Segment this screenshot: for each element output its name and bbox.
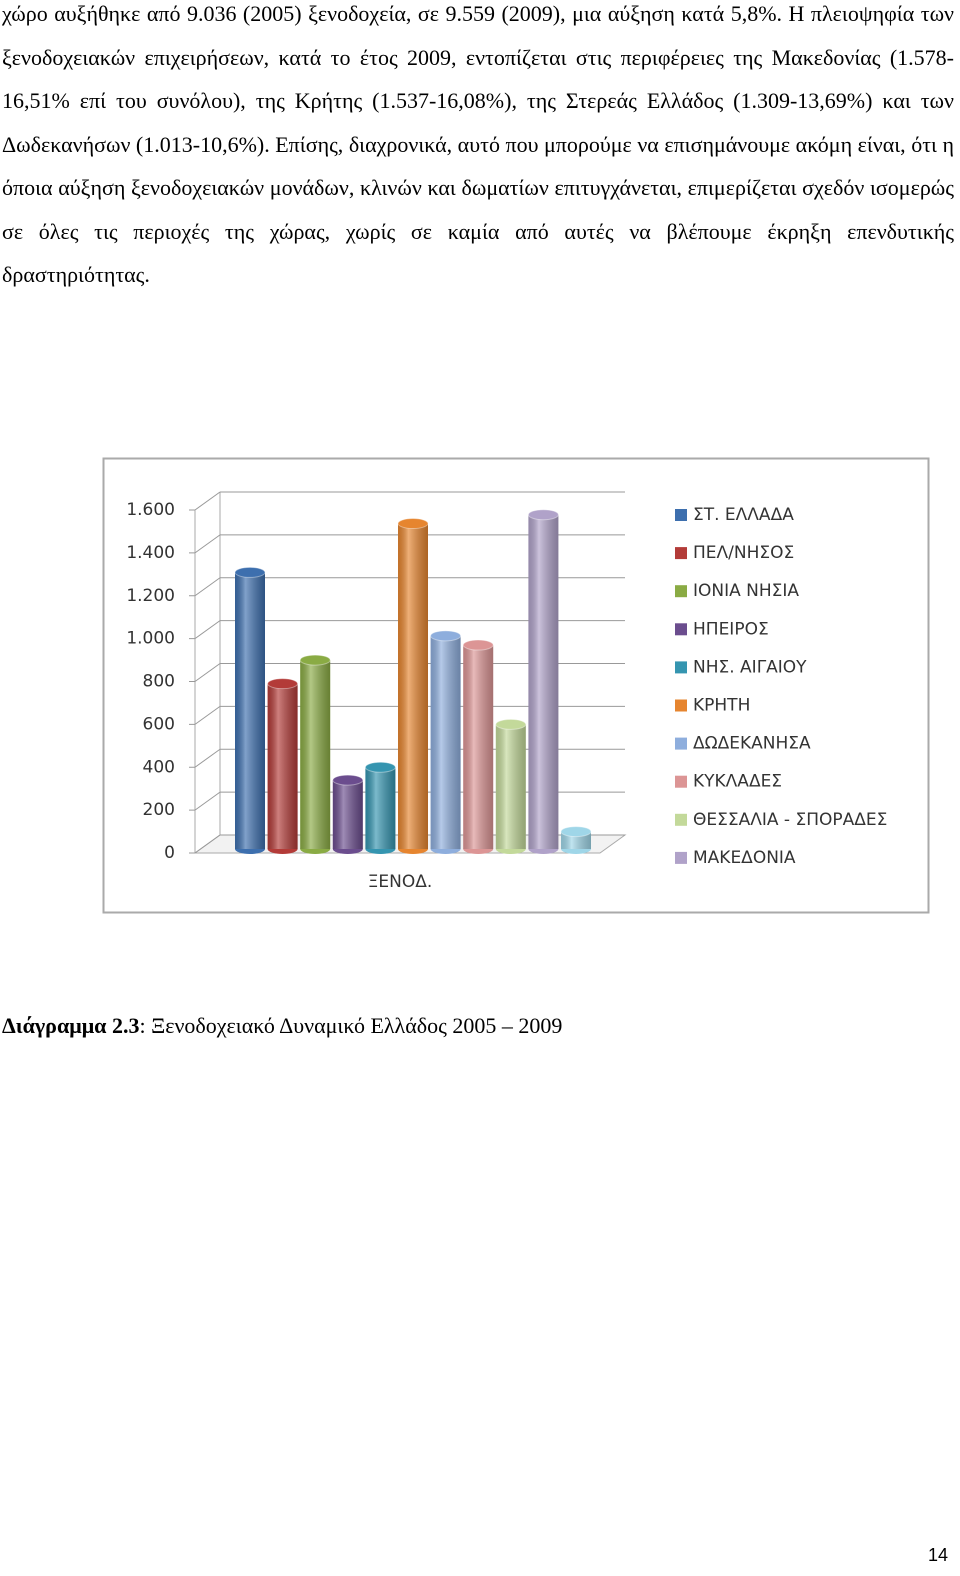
bar-top [364,761,396,773]
legend-swatch [675,699,687,712]
legend-label: ΗΠΕΙΡΟΣ [693,619,769,639]
legend-swatch [675,737,687,750]
bar-top [332,774,364,786]
grid-diagonal [194,491,221,511]
bar-shade [365,767,396,849]
legend-label: ΣΤ. ΕΛΛΑΔΑ [693,505,794,525]
bar-shade [430,635,461,849]
grid-diagonal [194,834,221,854]
legend-label: ΔΩΔΕΚΑΝΗΣΑ [693,734,811,754]
bar-top [495,718,527,730]
bar-top [527,509,559,521]
grid-diagonal [194,705,221,725]
bar-shade [398,523,428,849]
bar-top [234,566,266,578]
bar-top [560,826,592,838]
bar-top [430,630,462,642]
grid-diagonal [194,534,221,554]
y-tick-label: 800 [143,672,175,692]
bar-shade [463,645,494,849]
bar-top [397,518,429,530]
legend-swatch [675,775,687,788]
legend-swatch [675,661,687,674]
legend-swatch [675,851,687,864]
legend-label: ΝΗΣ. ΑΙΓΑΙΟΥ [693,657,807,677]
bar-shade [332,780,363,849]
legend-label: ΚΥΚΛΑΔΕΣ [693,772,782,792]
bar-shade [267,683,298,849]
caption-text: : Ξενοδοχειακό Δυναμικό Ελλάδος 2005 – 2… [139,1013,563,1038]
grid-diagonal [194,791,221,811]
legend-swatch [675,623,687,636]
legend-swatch [675,585,687,598]
page-number: 14 [928,1545,949,1565]
bar-shade [235,572,265,849]
legend-label: ΚΡΗΤΗ [693,696,750,716]
caption-label: Διάγραμμα 2.3 [2,1013,140,1038]
paragraph: χώρο αυξήθηκε από 9.036 (2005) ξενοδοχεί… [2,1,954,287]
bar-shade [300,660,331,849]
y-tick-label: 1.400 [126,543,175,563]
bar-top [267,678,299,690]
legend-swatch [675,547,687,560]
grid-diagonal [194,663,221,682]
bar-top [299,654,331,666]
legend-swatch [675,509,687,521]
y-tick-label: 200 [143,800,175,820]
grid-diagonal [194,577,221,597]
grid-diagonal [194,748,221,768]
chart: ΞΕΝΟΔ. 0 200 400 600 800 1.000 1.200 1.400 1.600… [102,457,930,914]
bar-top [462,639,494,651]
y-tick-label: 400 [143,757,175,777]
legend-label: ΘΕΣΣΑΛΙΑ - ΣΠΟΡΑΔΕΣ [693,810,887,830]
legend-swatch [675,813,687,826]
y-tick-label: 1.000 [126,629,175,649]
bar-shade [528,514,559,849]
y-tick-label: 1.600 [126,500,175,520]
bar-shade [495,724,526,849]
y-tick-label: 0 [164,843,175,863]
legend-label: ΙΟΝΙΑ ΝΗΣΙΑ [693,581,799,601]
y-tick-label: 600 [143,714,175,734]
legend-label: ΠΕΛ/ΝΗΣΟΣ [693,543,794,563]
legend-label: ΜΑΚΕΔΟΝΙΑ [693,848,796,868]
caption: Διάγραμμα 2.3: Ξενοδοχειακό Δυναμικό Ελλ… [2,1013,562,1039]
bar-shade [561,831,591,849]
y-tick-label: 1.200 [126,586,175,606]
x-label: ΞΕΝΟΔ. [368,872,433,892]
grid-diagonal [194,620,221,640]
